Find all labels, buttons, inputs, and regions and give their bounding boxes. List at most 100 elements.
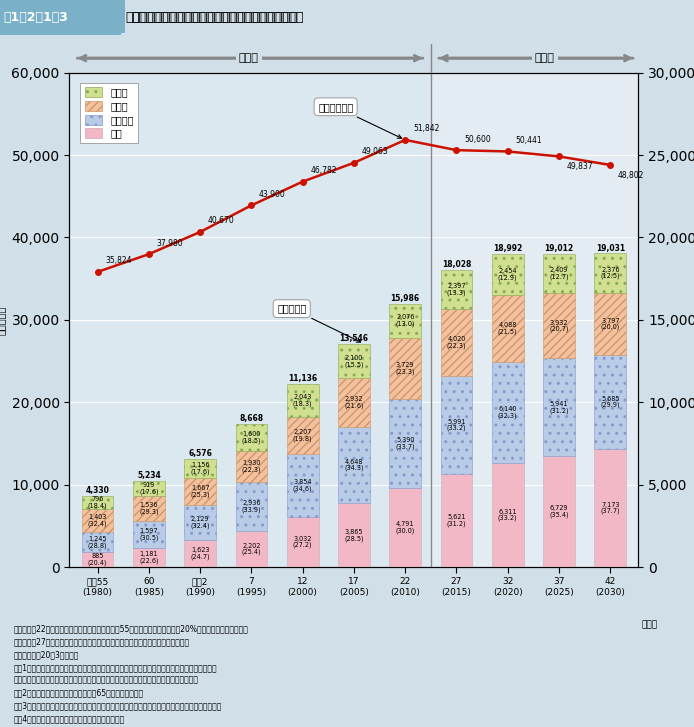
Text: 50,441: 50,441: [516, 136, 542, 145]
Bar: [492, 294, 524, 362]
Text: 7,173
(37.7): 7,173 (37.7): [600, 502, 620, 514]
Text: 2,202
(25.4): 2,202 (25.4): [242, 542, 261, 555]
Text: 18,028: 18,028: [442, 260, 471, 269]
Text: 35,824: 35,824: [105, 257, 132, 265]
Text: 4,648
(34.3): 4,648 (34.3): [344, 459, 364, 471]
Text: 高齢世帯数（家族類型別）及び一般世帯総数の推移: 高齢世帯数（家族類型別）及び一般世帯総数の推移: [132, 12, 305, 25]
Text: 推計値: 推計値: [535, 53, 555, 63]
Bar: [543, 358, 575, 456]
Bar: [184, 478, 216, 505]
Text: 18,992: 18,992: [493, 244, 523, 253]
Text: 2,932
(21.6): 2,932 (21.6): [344, 396, 364, 409]
Text: 4,330: 4,330: [85, 486, 110, 495]
Bar: [441, 270, 473, 310]
Text: 3,032
(27.2): 3,032 (27.2): [293, 536, 312, 548]
Text: 885
(20.4): 885 (20.4): [88, 553, 108, 566]
Text: 2,129
(32.4): 2,129 (32.4): [190, 516, 210, 529]
Text: 2,376
(12.5): 2,376 (12.5): [600, 267, 620, 279]
Bar: [0, 0, 125, 33]
Text: 5,390
(33.7): 5,390 (33.7): [396, 438, 415, 450]
Text: 4,791
(30.0): 4,791 (30.0): [396, 521, 415, 534]
Text: 1,597
(30.5): 1,597 (30.5): [139, 528, 158, 541]
Text: 図1－2－1－3: 図1－2－1－3: [3, 12, 68, 25]
Text: 1,536
(29.3): 1,536 (29.3): [139, 502, 159, 515]
Text: 1,600
(18.5): 1,600 (18.5): [242, 431, 261, 443]
Text: 1,667
(25.3): 1,667 (25.3): [190, 485, 210, 498]
Bar: [543, 254, 575, 294]
Bar: [389, 338, 421, 399]
Text: 3,865
(28.5): 3,865 (28.5): [344, 529, 364, 542]
Bar: [441, 376, 473, 475]
Text: 2,076
(13.0): 2,076 (13.0): [396, 314, 415, 327]
Text: 6,576: 6,576: [188, 449, 212, 458]
Bar: [184, 540, 216, 567]
Text: 2,100
(15.5): 2,100 (15.5): [344, 355, 364, 368]
Bar: [235, 483, 267, 531]
Text: 6,311
(33.2): 6,311 (33.2): [498, 509, 518, 521]
Text: 図1－2－1－3: 図1－2－1－3: [3, 11, 68, 24]
Text: （年）: （年）: [641, 621, 657, 630]
Bar: [594, 292, 626, 356]
Text: 48,802: 48,802: [618, 171, 644, 180]
Text: 6,729
(35.4): 6,729 (35.4): [549, 505, 569, 518]
Bar: [184, 505, 216, 540]
Text: 43,900: 43,900: [259, 190, 286, 198]
Bar: [389, 399, 421, 488]
Bar: [287, 517, 319, 567]
Bar: [287, 454, 319, 517]
Bar: [431, 73, 638, 567]
Bar: [235, 531, 267, 567]
Text: 37,980: 37,980: [157, 238, 183, 247]
Bar: [82, 509, 114, 532]
Bar: [338, 427, 370, 503]
Bar: [0, 0, 121, 35]
Bar: [133, 481, 164, 496]
Text: 40,670: 40,670: [208, 217, 235, 225]
Bar: [287, 417, 319, 454]
Text: 2,454
(12.9): 2,454 (12.9): [498, 268, 518, 281]
Text: 49,063: 49,063: [362, 148, 389, 156]
Text: 13,546: 13,546: [339, 334, 369, 343]
Text: 51,842: 51,842: [413, 124, 439, 133]
Text: 4,020
(22.3): 4,020 (22.3): [447, 336, 466, 349]
Text: 3,797
(20.0): 3,797 (20.0): [601, 318, 620, 330]
Text: 11,136: 11,136: [288, 374, 317, 382]
Text: 5,685
(29.9): 5,685 (29.9): [600, 395, 620, 409]
Bar: [82, 532, 114, 553]
Text: 1,623
(24.7): 1,623 (24.7): [190, 547, 210, 560]
Bar: [338, 503, 370, 567]
Bar: [543, 294, 575, 358]
Text: 19,012: 19,012: [545, 244, 573, 253]
Text: 1,156
(17.6): 1,156 (17.6): [190, 462, 210, 475]
Bar: [287, 384, 319, 417]
Bar: [441, 475, 473, 567]
Bar: [82, 553, 114, 567]
Text: 高齢世帯数: 高齢世帯数: [277, 304, 361, 342]
Bar: [133, 547, 164, 567]
Text: 50,600: 50,600: [464, 134, 491, 143]
Bar: [338, 379, 370, 427]
Text: 5,991
(33.2): 5,991 (33.2): [447, 419, 466, 431]
Text: 1,181
(22.6): 1,181 (22.6): [139, 551, 159, 563]
Text: 高齢世帯数（家族類型別）及び一般世帯総数の推移: 高齢世帯数（家族類型別）及び一般世帯総数の推移: [125, 11, 298, 24]
Text: 5,621
(31.2): 5,621 (31.2): [447, 515, 466, 527]
Bar: [338, 344, 370, 379]
Bar: [184, 459, 216, 478]
Text: 2,936
(33.9): 2,936 (33.9): [242, 500, 261, 513]
Text: 15,986: 15,986: [391, 294, 420, 303]
Text: 4,088
(21.5): 4,088 (21.5): [498, 322, 518, 334]
Bar: [543, 456, 575, 567]
Bar: [441, 310, 473, 376]
Text: 5,941
(31.2): 5,941 (31.2): [549, 401, 569, 414]
Bar: [492, 463, 524, 567]
Text: 1,245
(28.8): 1,245 (28.8): [88, 536, 108, 549]
Text: 実績値: 実績値: [239, 53, 259, 63]
Bar: [492, 254, 524, 294]
Bar: [235, 451, 267, 483]
Y-axis label: 一般世帯総数
（千世帯）: 一般世帯総数 （千世帯）: [0, 302, 6, 337]
Legend: その他, 親と子, 夫婦のみ, 単独: その他, 親と子, 夫婦のみ, 単独: [80, 82, 138, 143]
Text: 49,837: 49,837: [567, 162, 593, 172]
Bar: [492, 362, 524, 463]
Text: 一般世帯総数: 一般世帯総数: [318, 102, 402, 138]
Text: 3,729
(23.3): 3,729 (23.3): [396, 362, 415, 375]
